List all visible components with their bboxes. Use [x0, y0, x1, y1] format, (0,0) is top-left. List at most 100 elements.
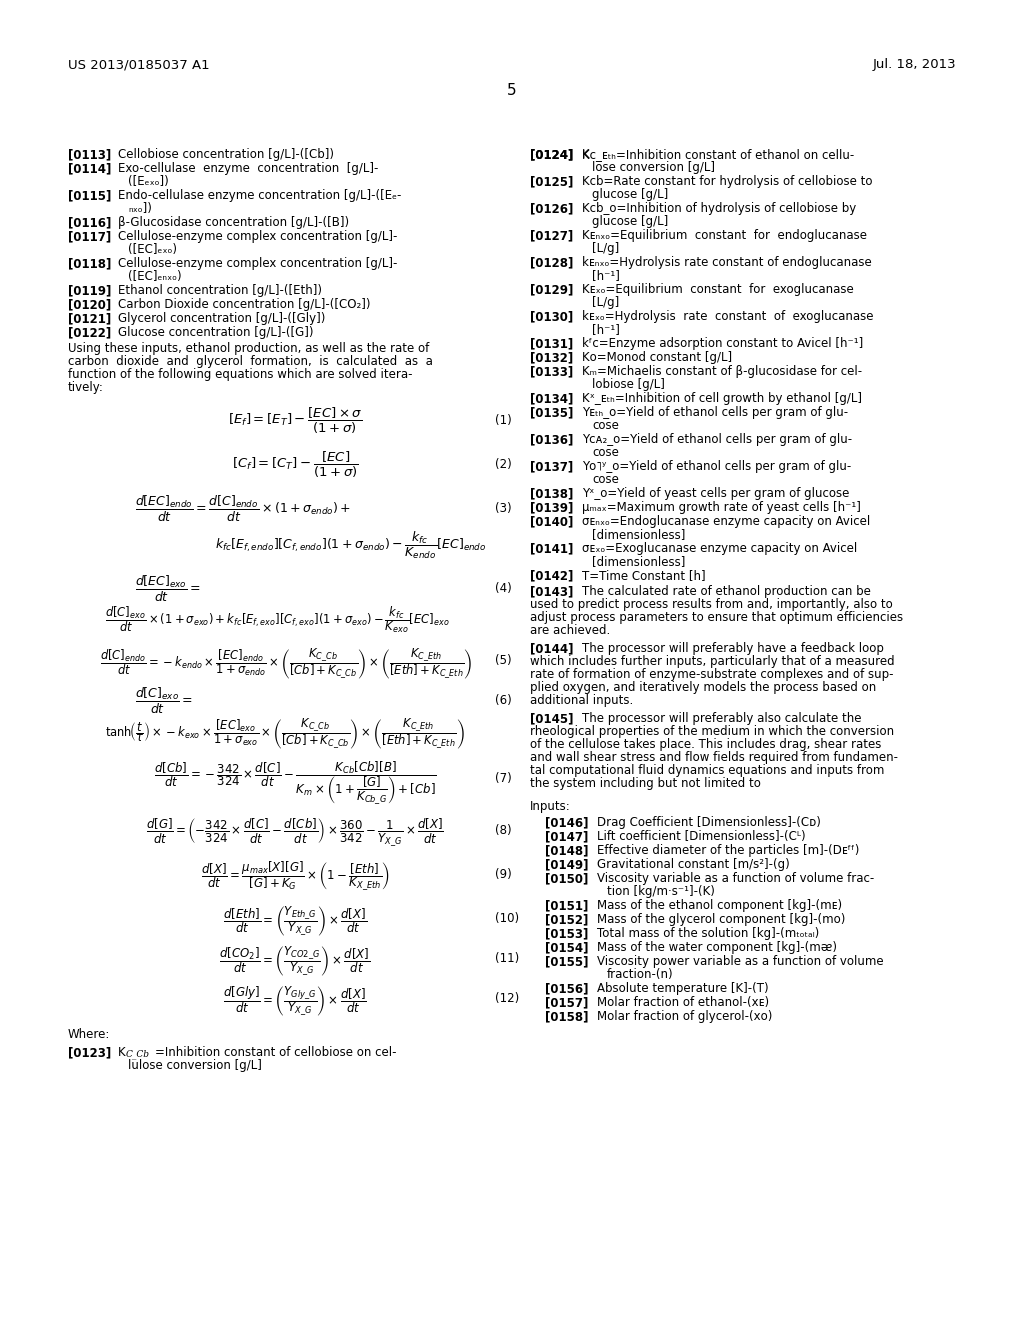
Text: (2): (2) — [495, 458, 512, 471]
Text: β-Glucosidase concentration [g/L]-([B]): β-Glucosidase concentration [g/L]-([B]) — [118, 216, 349, 228]
Text: US 2013/0185037 A1: US 2013/0185037 A1 — [68, 58, 210, 71]
Text: Yᴇₜₕ_ᴏ=Yield of ethanol cells per gram of glu-: Yᴇₜₕ_ᴏ=Yield of ethanol cells per gram o… — [582, 407, 848, 418]
Text: cose: cose — [592, 446, 618, 459]
Text: used to predict process results from and, importantly, also to: used to predict process results from and… — [530, 598, 893, 611]
Text: Mass of the water component [kg]-(mᴂ): Mass of the water component [kg]-(mᴂ) — [597, 941, 837, 954]
Text: $\dfrac{d[EC]_{exo}}{dt} =$: $\dfrac{d[EC]_{exo}}{dt} =$ — [135, 574, 201, 605]
Text: $\dfrac{d[C]_{exo}}{dt} \times (1 + \sigma_{exo}) + k_{fc}[E_{f,exo}][C_{f,exo}]: $\dfrac{d[C]_{exo}}{dt} \times (1 + \sig… — [105, 605, 450, 635]
Text: [0137]: [0137] — [530, 459, 573, 473]
Text: [0116]: [0116] — [68, 216, 112, 228]
Text: [0113]: [0113] — [68, 148, 112, 161]
Text: [0146]: [0146] — [545, 816, 589, 829]
Text: The calculated rate of ethanol production can be: The calculated rate of ethanol productio… — [582, 585, 870, 598]
Text: Total mass of the solution [kg]-(mₜₒₜₐₗ): Total mass of the solution [kg]-(mₜₒₜₐₗ) — [597, 927, 819, 940]
Text: Mass of the glycerol component [kg]-(mᴏ): Mass of the glycerol component [kg]-(mᴏ) — [597, 913, 846, 927]
Text: 5: 5 — [507, 83, 517, 98]
Text: Drag Coefficient [Dimensionless]-(Cᴅ): Drag Coefficient [Dimensionless]-(Cᴅ) — [597, 816, 821, 829]
Text: [0133]: [0133] — [530, 366, 573, 378]
Text: [0148]: [0148] — [545, 843, 589, 857]
Text: (1): (1) — [495, 414, 512, 426]
Text: Cellulose-enzyme complex concentration [g/L]-: Cellulose-enzyme complex concentration [… — [118, 230, 397, 243]
Text: glucose [g/L]: glucose [g/L] — [592, 187, 669, 201]
Text: tal computational fluid dynamics equations and inputs from: tal computational fluid dynamics equatio… — [530, 764, 885, 777]
Text: The processor will preferably also calculate the: The processor will preferably also calcu… — [582, 711, 861, 725]
Text: [0118]: [0118] — [68, 257, 112, 271]
Text: [0143]: [0143] — [530, 585, 573, 598]
Text: [0123]: [0123] — [68, 1045, 112, 1059]
Text: Lift coefficient [Dimensionless]-(Cᴸ): Lift coefficient [Dimensionless]-(Cᴸ) — [597, 830, 806, 843]
Text: [h⁻¹]: [h⁻¹] — [592, 323, 620, 337]
Text: lobiose [g/L]: lobiose [g/L] — [592, 378, 665, 391]
Text: (11): (11) — [495, 952, 519, 965]
Text: Ethanol concentration [g/L]-([Eth]): Ethanol concentration [g/L]-([Eth]) — [118, 284, 322, 297]
Text: [0132]: [0132] — [530, 351, 573, 364]
Text: [0138]: [0138] — [530, 487, 573, 500]
Text: ₙₓₒ]): ₙₓₒ]) — [128, 202, 152, 215]
Text: $[E_f] = [E_T] - \dfrac{[EC] \times \sigma}{(1 + \sigma)}$: $[E_f] = [E_T] - \dfrac{[EC] \times \sig… — [227, 407, 362, 436]
Text: (8): (8) — [495, 824, 512, 837]
Text: fraction-(n): fraction-(n) — [607, 968, 674, 981]
Text: [0122]: [0122] — [68, 326, 112, 339]
Text: Yˣ_ᴏ=Yield of yeast cells per gram of glucose: Yˣ_ᴏ=Yield of yeast cells per gram of gl… — [582, 487, 849, 500]
Text: [0119]: [0119] — [68, 284, 112, 297]
Text: and wall shear stress and flow fields required from fundamen-: and wall shear stress and flow fields re… — [530, 751, 898, 764]
Text: [dimensionless]: [dimensionless] — [592, 528, 685, 541]
Text: [0115]: [0115] — [68, 189, 112, 202]
Text: [0140]: [0140] — [530, 515, 573, 528]
Text: Endo-cellulase enzyme concentration [g/L]-([Eₑ-: Endo-cellulase enzyme concentration [g/L… — [118, 189, 401, 202]
Text: [0151]: [0151] — [545, 899, 589, 912]
Text: [0150]: [0150] — [545, 873, 589, 884]
Text: adjust process parameters to ensure that optimum efficiencies: adjust process parameters to ensure that… — [530, 611, 903, 624]
Text: Using these inputs, ethanol production, as well as the rate of: Using these inputs, ethanol production, … — [68, 342, 429, 355]
Text: lose conversion [g/L]: lose conversion [g/L] — [592, 161, 715, 174]
Text: Exo-cellulase  enzyme  concentration  [g/L]-: Exo-cellulase enzyme concentration [g/L]… — [118, 162, 379, 176]
Text: which includes further inputs, particularly that of a measured: which includes further inputs, particula… — [530, 655, 895, 668]
Text: (6): (6) — [495, 694, 512, 708]
Text: σᴇₓₒ=Exoglucanase enzyme capacity on Avicel: σᴇₓₒ=Exoglucanase enzyme capacity on Avi… — [582, 543, 857, 554]
Text: tion [kg/m·s⁻¹]-(K): tion [kg/m·s⁻¹]-(K) — [607, 884, 715, 898]
Text: Jul. 18, 2013: Jul. 18, 2013 — [872, 58, 956, 71]
Text: kᴇₓₒ=Hydrolysis  rate  constant  of  exoglucanase: kᴇₓₒ=Hydrolysis rate constant of exogluc… — [582, 310, 873, 323]
Text: Kᴇₙₓₒ=Equilibrium  constant  for  endoglucanase: Kᴇₙₓₒ=Equilibrium constant for endogluca… — [582, 228, 867, 242]
Text: [0153]: [0153] — [545, 927, 589, 940]
Text: Kᴄb=Rate constant for hydrolysis of cellobiose to: Kᴄb=Rate constant for hydrolysis of cell… — [582, 176, 872, 187]
Text: Molar fraction of glycerol-(xᴏ): Molar fraction of glycerol-(xᴏ) — [597, 1010, 772, 1023]
Text: Kᴄ_ᴇₜₕ=Inhibition constant of ethanol on cellu-: Kᴄ_ᴇₜₕ=Inhibition constant of ethanol on… — [582, 148, 854, 161]
Text: rate of formation of enzyme-substrate complexes and of sup-: rate of formation of enzyme-substrate co… — [530, 668, 894, 681]
Text: $\dfrac{d[CO_2]}{dt} = \left(\dfrac{Y_{CO2\_G}}{Y_{X\_G}}\right) \times \dfrac{d: $\dfrac{d[CO_2]}{dt} = \left(\dfrac{Y_{C… — [219, 944, 371, 978]
Text: [0125]: [0125] — [530, 176, 573, 187]
Text: K: K — [582, 148, 590, 161]
Text: carbon  dioxide  and  glycerol  formation,  is  calculated  as  a: carbon dioxide and glycerol formation, i… — [68, 355, 433, 368]
Text: [0136]: [0136] — [530, 433, 573, 446]
Text: [0158]: [0158] — [545, 1010, 589, 1023]
Text: $\dfrac{d[Cb]}{dt} = -\dfrac{342}{324} \times \dfrac{d[C]}{dt} - \dfrac{K_{Cb}[C: $\dfrac{d[Cb]}{dt} = -\dfrac{342}{324} \… — [154, 760, 436, 808]
Text: [0145]: [0145] — [530, 711, 573, 725]
Text: Cellobiose concentration [g/L]-([Cb]): Cellobiose concentration [g/L]-([Cb]) — [118, 148, 334, 161]
Text: =Inhibition constant of cellobiose on cel-: =Inhibition constant of cellobiose on ce… — [155, 1045, 396, 1059]
Text: Cellulose-enzyme complex concentration [g/L]-: Cellulose-enzyme complex concentration [… — [118, 257, 397, 271]
Text: Kᴄb_ᴏ=Inhibition of hydrolysis of cellobiose by: Kᴄb_ᴏ=Inhibition of hydrolysis of cellob… — [582, 202, 856, 215]
Text: $[C_f] = [C_T] - \dfrac{[EC]}{(1 + \sigma)}$: $[C_f] = [C_T] - \dfrac{[EC]}{(1 + \sigm… — [231, 450, 358, 480]
Text: $\dfrac{d[Gly]}{dt} = \left(\dfrac{Y_{Gly\_G}}{Y_{X\_G}}\right) \times \dfrac{d[: $\dfrac{d[Gly]}{dt} = \left(\dfrac{Y_{Gl… — [223, 983, 367, 1018]
Text: $\dfrac{d[G]}{dt} = \left(-\dfrac{342}{324} \times \dfrac{d[C]}{dt} - \dfrac{d[C: $\dfrac{d[G]}{dt} = \left(-\dfrac{342}{3… — [146, 816, 444, 847]
Text: σᴇₙₓₒ=Endoglucanase enzyme capacity on Avicel: σᴇₙₓₒ=Endoglucanase enzyme capacity on A… — [582, 515, 870, 528]
Text: cose: cose — [592, 473, 618, 486]
Text: Viscosity variable as a function of volume frac-: Viscosity variable as a function of volu… — [597, 873, 874, 884]
Text: kᴇₙₓₒ=Hydrolysis rate constant of endoglucanase: kᴇₙₓₒ=Hydrolysis rate constant of endogl… — [582, 256, 871, 269]
Text: [0129]: [0129] — [530, 282, 573, 296]
Text: [0134]: [0134] — [530, 392, 573, 405]
Text: lulose conversion [g/L]: lulose conversion [g/L] — [128, 1059, 262, 1072]
Text: [L/g]: [L/g] — [592, 296, 620, 309]
Text: (3): (3) — [495, 502, 512, 515]
Text: Where:: Where: — [68, 1028, 111, 1041]
Text: $\dfrac{d[C]_{exo}}{dt} =$: $\dfrac{d[C]_{exo}}{dt} =$ — [135, 686, 194, 715]
Text: additional inputs.: additional inputs. — [530, 694, 633, 708]
Text: Glucose concentration [g/L]-([G]): Glucose concentration [g/L]-([G]) — [118, 326, 313, 339]
Text: [0152]: [0152] — [545, 913, 589, 927]
Text: [0135]: [0135] — [530, 407, 573, 418]
Text: Molar fraction of ethanol-(xᴇ): Molar fraction of ethanol-(xᴇ) — [597, 997, 769, 1008]
Text: [0120]: [0120] — [68, 298, 112, 312]
Text: [0139]: [0139] — [530, 502, 573, 513]
Text: Kᴏ=Monod constant [g/L]: Kᴏ=Monod constant [g/L] — [582, 351, 732, 364]
Text: (12): (12) — [495, 993, 519, 1005]
